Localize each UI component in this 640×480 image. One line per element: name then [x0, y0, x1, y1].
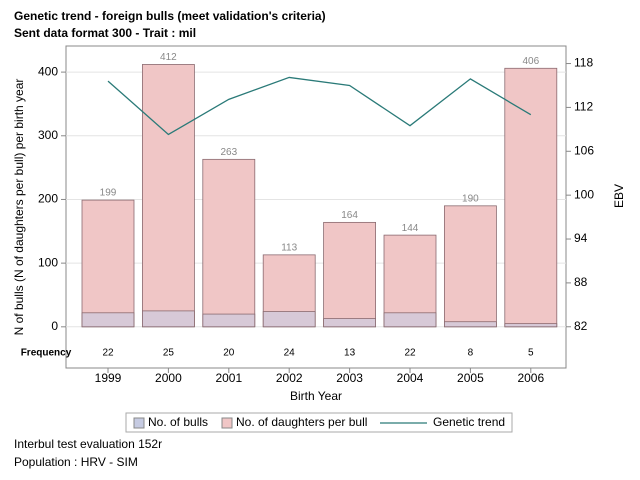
y2-tick-label: 100 — [574, 187, 594, 201]
y-tick-label: 0 — [51, 319, 58, 333]
bar — [443, 205, 497, 328]
legend-label: Genetic trend — [433, 415, 505, 429]
x-tick-label: 1999 — [95, 371, 122, 385]
y-tick-label: 100 — [38, 255, 58, 269]
value-label: 113 — [281, 242, 297, 253]
trend-line — [107, 76, 532, 136]
y2-tick-label: 106 — [574, 143, 594, 157]
y2-tick-label: 88 — [574, 275, 588, 289]
frequency-value: 24 — [284, 348, 296, 359]
bar — [262, 311, 316, 328]
y-tick-label: 200 — [38, 192, 58, 206]
x-tick-label: 2002 — [276, 371, 303, 385]
x-tick-label: 2005 — [457, 371, 484, 385]
bar — [443, 321, 497, 328]
frequency-label: Frequency — [21, 348, 72, 359]
x-axis-label: Birth Year — [290, 389, 342, 403]
legend-label: No. of daughters per bull — [236, 415, 367, 429]
value-label: 199 — [100, 188, 117, 199]
value-label: 144 — [402, 223, 419, 234]
frequency-value: 22 — [404, 348, 416, 359]
value-label: 412 — [160, 52, 177, 63]
bar — [141, 310, 195, 328]
legend-label: No. of bulls — [148, 415, 208, 429]
plot-frame — [65, 45, 567, 369]
y-tick-label: 400 — [38, 64, 58, 78]
bar — [141, 64, 195, 328]
y2-tick-label: 118 — [574, 56, 593, 70]
value-label: 190 — [462, 193, 479, 204]
chart-title: Genetic trend - foreign bulls (meet vali… — [14, 9, 326, 23]
y2-tick-label: 82 — [574, 319, 588, 333]
value-label: 263 — [220, 147, 237, 158]
value-label: 406 — [522, 56, 539, 67]
x-tick-label: 2003 — [336, 371, 363, 385]
x-tick-label: 2000 — [155, 371, 182, 385]
y-tick-label: 300 — [38, 128, 58, 142]
x-tick-label: 2001 — [215, 371, 242, 385]
footnote: Population : HRV - SIM — [14, 455, 138, 469]
frequency-value: 8 — [468, 348, 474, 359]
frequency-value: 22 — [102, 348, 114, 359]
frequency-value: 20 — [223, 348, 235, 359]
bar — [323, 221, 377, 328]
y-axis-label: N of bulls (N of daughters per bull) per… — [12, 79, 26, 336]
legend-swatch — [221, 417, 233, 429]
legend-swatch — [133, 417, 145, 429]
y2-tick-label: 112 — [574, 100, 593, 114]
frequency-value: 25 — [163, 348, 175, 359]
y2-tick-label: 94 — [574, 231, 588, 245]
bar — [504, 67, 558, 328]
bar — [323, 318, 377, 328]
bar — [81, 199, 135, 328]
x-tick-label: 2004 — [397, 371, 424, 385]
frequency-value: 5 — [528, 348, 534, 359]
y2-axis-label: EBV — [612, 184, 626, 208]
frequency-value: 13 — [344, 348, 356, 359]
x-tick-label: 2006 — [517, 371, 544, 385]
chart-subtitle: Sent data format 300 - Trait : mil — [14, 26, 196, 40]
bar — [504, 323, 558, 328]
bar — [81, 312, 135, 328]
bar — [202, 158, 256, 328]
bar — [383, 312, 437, 328]
value-label: 164 — [341, 210, 358, 221]
footnote: Interbul test evaluation 152r — [14, 437, 162, 451]
bar — [202, 313, 256, 328]
